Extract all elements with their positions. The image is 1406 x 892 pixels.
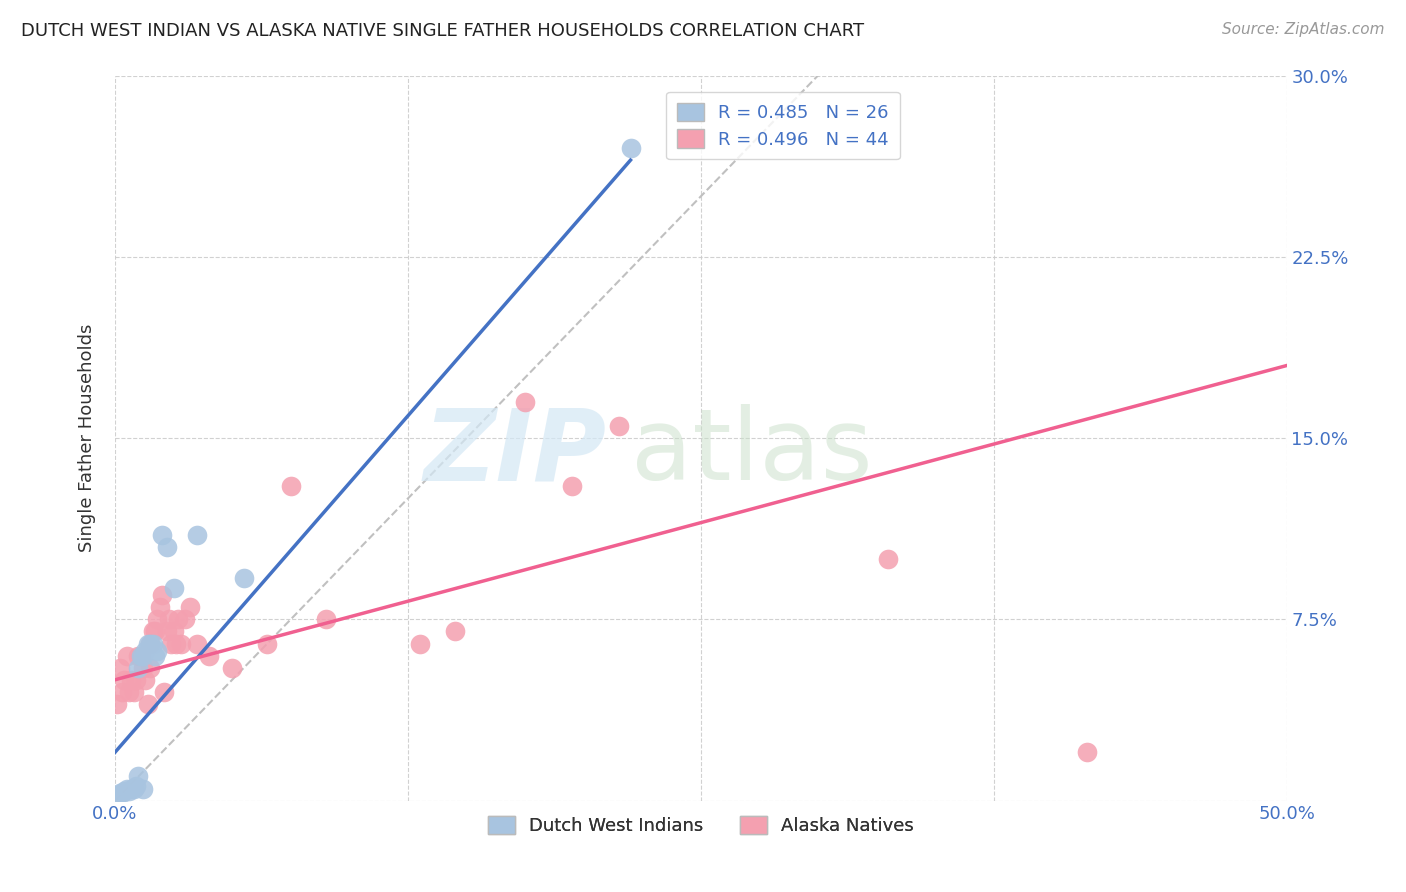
Text: DUTCH WEST INDIAN VS ALASKA NATIVE SINGLE FATHER HOUSEHOLDS CORRELATION CHART: DUTCH WEST INDIAN VS ALASKA NATIVE SINGL… (21, 22, 865, 40)
Point (132, 648, 155, 663)
Point (125, 779, 148, 793)
Point (221, 661, 243, 675)
Point (179, 600, 201, 615)
Point (132, 781, 155, 796)
Point (112, 673, 135, 687)
Point (120, 673, 142, 687)
Point (108, 661, 131, 675)
Point (111, 685, 134, 699)
Point (105, 789, 128, 803)
Point (169, 636, 191, 650)
Point (139, 661, 162, 675)
Point (280, 479, 302, 493)
Point (118, 685, 141, 699)
Point (132, 661, 155, 675)
Point (112, 784, 135, 798)
Point (165, 636, 187, 650)
Point (153, 685, 176, 699)
Point (129, 648, 152, 663)
Point (1076, 745, 1098, 759)
Point (129, 648, 152, 663)
Point (143, 648, 166, 663)
Point (513, 394, 536, 409)
Point (167, 612, 190, 626)
Point (139, 636, 162, 650)
Legend: Dutch West Indians, Alaska Natives: Dutch West Indians, Alaska Natives (481, 808, 921, 842)
Point (127, 648, 149, 663)
Text: Source: ZipAtlas.com: Source: ZipAtlas.com (1222, 22, 1385, 37)
Point (619, 141, 641, 155)
Point (150, 588, 173, 602)
Point (136, 636, 159, 650)
Point (105, 697, 128, 711)
Point (141, 636, 163, 650)
Text: atlas: atlas (630, 404, 872, 501)
Point (125, 673, 148, 687)
Point (122, 685, 145, 699)
Point (118, 784, 141, 798)
Point (115, 648, 138, 663)
Point (148, 600, 170, 615)
Point (108, 786, 131, 800)
Point (232, 571, 254, 585)
Point (146, 644, 169, 658)
Point (143, 624, 166, 639)
Point (134, 644, 156, 658)
Point (155, 540, 177, 554)
Point (146, 612, 169, 626)
Point (162, 624, 184, 639)
Point (136, 697, 159, 711)
Point (111, 786, 134, 800)
Point (186, 527, 208, 541)
Point (157, 612, 180, 626)
Point (150, 527, 173, 541)
Y-axis label: Single Father Households: Single Father Households (79, 324, 96, 552)
Point (134, 673, 156, 687)
Point (122, 781, 145, 796)
Point (115, 781, 138, 796)
Point (160, 636, 183, 650)
Point (139, 636, 162, 650)
Point (141, 624, 163, 639)
Point (120, 781, 142, 796)
Point (561, 479, 583, 493)
Point (256, 636, 278, 650)
Point (315, 612, 337, 626)
Point (408, 636, 430, 650)
Point (127, 661, 149, 675)
Point (877, 552, 900, 566)
Point (443, 624, 465, 639)
Point (127, 769, 149, 783)
Point (607, 419, 630, 434)
Point (155, 624, 177, 639)
Point (174, 612, 197, 626)
Point (186, 636, 208, 650)
Text: ZIP: ZIP (425, 404, 607, 501)
Point (197, 648, 219, 663)
Point (162, 581, 184, 595)
